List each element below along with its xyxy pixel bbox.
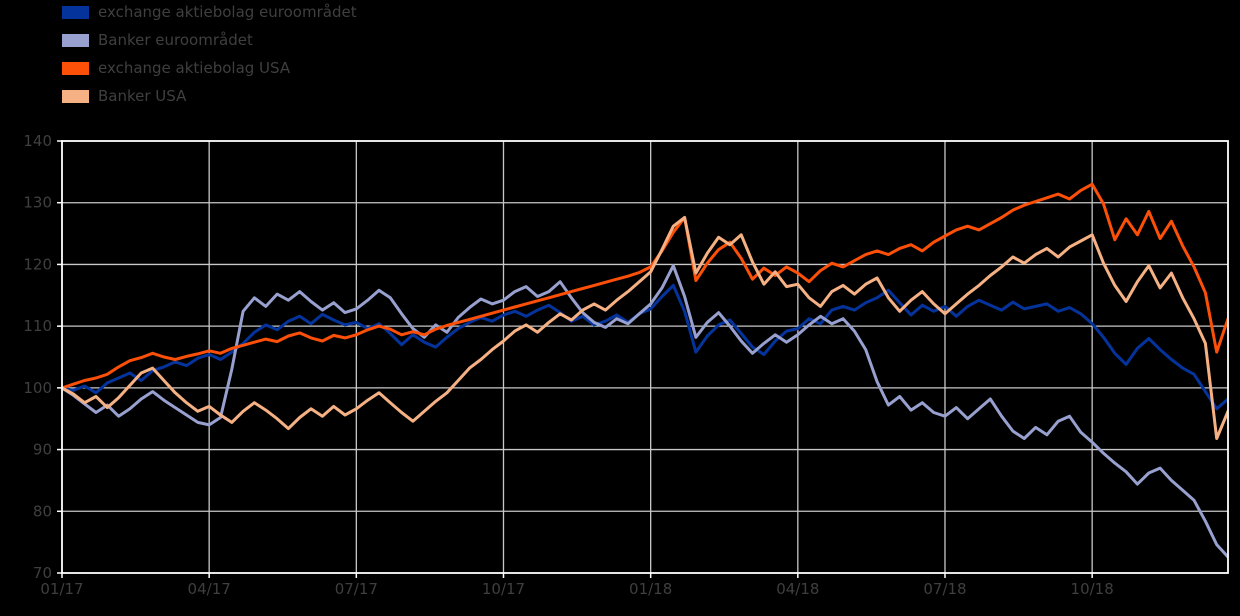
svg-text:01/18: 01/18 [629,580,672,598]
svg-text:100: 100 [23,379,52,397]
svg-text:130: 130 [23,194,52,212]
svg-text:120: 120 [23,255,52,273]
legend-label: exchange aktiebolag USA [98,59,291,77]
legend-entry: exchange aktiebolag USA [62,59,357,77]
svg-text:90: 90 [33,441,52,459]
legend-label: Banker euroområdet [98,31,253,49]
svg-text:07/18: 07/18 [923,580,966,598]
svg-text:10/17: 10/17 [482,580,525,598]
svg-text:07/17: 07/17 [335,580,378,598]
svg-text:04/17: 04/17 [188,580,231,598]
svg-text:140: 140 [23,132,52,150]
legend-label: exchange aktiebolag euroområdet [98,3,357,21]
legend-label: Banker USA [98,87,187,105]
legend-swatch-icon [62,62,89,75]
legend-swatch-icon [62,34,89,47]
svg-text:04/18: 04/18 [776,580,819,598]
legend-entry: Banker USA [62,87,357,105]
svg-text:110: 110 [23,317,52,335]
legend-entry: exchange aktiebolag euroområdet [62,3,357,21]
svg-text:10/18: 10/18 [1071,580,1114,598]
legend-swatch-icon [62,90,89,103]
legend-swatch-icon [62,6,89,19]
svg-text:70: 70 [33,564,52,582]
svg-text:80: 80 [33,502,52,520]
chart-legend: exchange aktiebolag euroområdet Banker e… [62,3,357,105]
svg-text:01/17: 01/17 [40,580,83,598]
legend-entry: Banker euroområdet [62,31,357,49]
